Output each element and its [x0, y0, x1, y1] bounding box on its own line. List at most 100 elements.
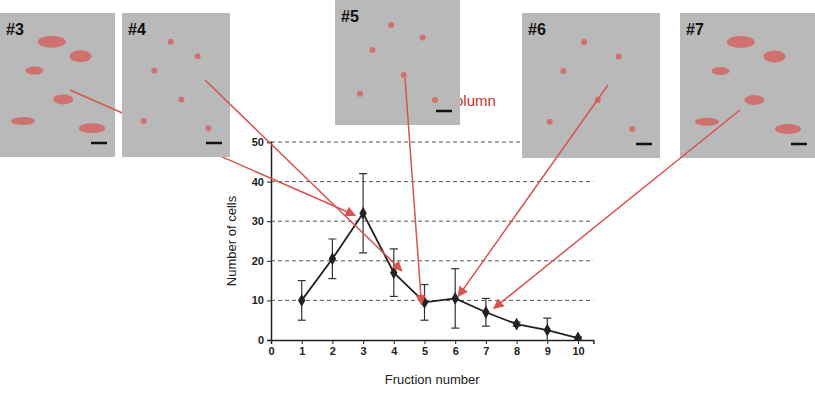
grid — [0, 0, 593, 300]
plot-area — [298, 174, 582, 340]
tick-mark — [425, 340, 426, 344]
tick-mark — [455, 340, 456, 344]
cell — [151, 68, 157, 74]
tick-mark — [394, 340, 395, 344]
photo-panel: #4 — [122, 13, 230, 157]
error-cap — [298, 320, 306, 321]
error-cap — [359, 252, 367, 253]
tick-label: 2 — [330, 345, 336, 357]
marker — [359, 207, 366, 220]
tick-mark — [267, 221, 271, 222]
tick: 6 — [453, 340, 459, 357]
cell — [547, 119, 553, 125]
marker — [329, 252, 336, 265]
error-bar — [298, 281, 306, 321]
tick: 9 — [545, 340, 551, 357]
cell — [357, 91, 363, 97]
tick-label: 6 — [453, 345, 459, 357]
tick-label: 3 — [361, 345, 367, 357]
grid-line — [271, 181, 593, 182]
error-cap — [421, 320, 429, 321]
tick-label: 10 — [252, 294, 264, 306]
x-axis-title: Fruction number — [385, 372, 480, 387]
tick: 4 — [391, 340, 398, 357]
arrow — [494, 110, 740, 308]
tick-label: 4 — [391, 345, 398, 357]
cell — [695, 118, 719, 126]
error-cap — [328, 238, 336, 239]
tick: 3 — [361, 340, 367, 357]
tick-mark — [547, 340, 548, 344]
scale-bar — [436, 110, 452, 113]
tick-label: 7 — [483, 345, 489, 357]
tick-mark — [517, 340, 518, 344]
cell — [764, 51, 786, 63]
cell — [178, 96, 184, 102]
panel-label: #7 — [686, 21, 704, 38]
error-bar — [543, 318, 551, 340]
scale-bar — [791, 143, 807, 146]
cell — [616, 54, 622, 60]
cell — [629, 126, 635, 132]
photo — [522, 13, 660, 158]
tick: 0 — [258, 334, 271, 346]
cell — [38, 36, 66, 48]
cell — [420, 35, 426, 41]
tick: 10 — [572, 340, 584, 357]
error-bar — [390, 249, 398, 297]
error-cap — [482, 326, 490, 327]
tick: 0 — [268, 340, 274, 357]
marker — [482, 306, 489, 319]
tick-mark — [302, 340, 303, 344]
cell — [26, 67, 44, 75]
arrow — [458, 85, 608, 296]
tick-label: 8 — [514, 345, 520, 357]
cell — [712, 67, 730, 75]
marker — [298, 294, 305, 307]
photo-panel: #5 — [335, 0, 460, 125]
error-cap — [359, 173, 367, 174]
tick-label: 1 — [299, 345, 305, 357]
tick-label: 9 — [545, 345, 551, 357]
tick: 30 — [252, 215, 271, 227]
scale-bar — [636, 143, 652, 146]
cell — [79, 123, 105, 133]
tick-mark — [578, 340, 579, 344]
tick-mark — [267, 182, 271, 183]
arrow — [405, 78, 422, 304]
error-bar — [451, 269, 459, 328]
error-cap — [421, 284, 429, 285]
y-axis-title: Number of cells — [224, 195, 239, 286]
cell — [744, 95, 764, 105]
markers — [298, 207, 582, 340]
error-cap — [543, 318, 551, 319]
error-cap — [328, 278, 336, 279]
cell — [432, 97, 438, 103]
x-axis: 0 1 2 3 4 5 6 7 8 9 10 — [268, 340, 593, 357]
panel-label: #4 — [128, 21, 146, 38]
error-cap — [298, 280, 306, 281]
photo — [335, 0, 460, 125]
cell — [141, 118, 147, 124]
tick: 1 — [299, 340, 305, 357]
tick-mark — [267, 340, 271, 341]
tick: 7 — [483, 340, 489, 357]
tick-label: 0 — [268, 345, 274, 357]
tick: 20 — [252, 255, 271, 267]
tick: 2 — [330, 340, 336, 357]
cell — [11, 117, 35, 125]
cell — [53, 94, 73, 104]
tick-mark — [363, 340, 364, 344]
cell — [388, 22, 394, 28]
photo-panel: #3 — [0, 13, 115, 157]
cell — [581, 39, 587, 45]
panel-label: #6 — [528, 21, 546, 38]
tick-label: 40 — [252, 176, 264, 188]
error-bar — [328, 239, 336, 279]
photo-panel: #7 — [680, 13, 815, 158]
error-cap — [451, 268, 459, 269]
cell — [195, 53, 201, 59]
error-cap — [390, 296, 398, 297]
tick: 5 — [422, 340, 428, 357]
cell — [775, 124, 801, 134]
